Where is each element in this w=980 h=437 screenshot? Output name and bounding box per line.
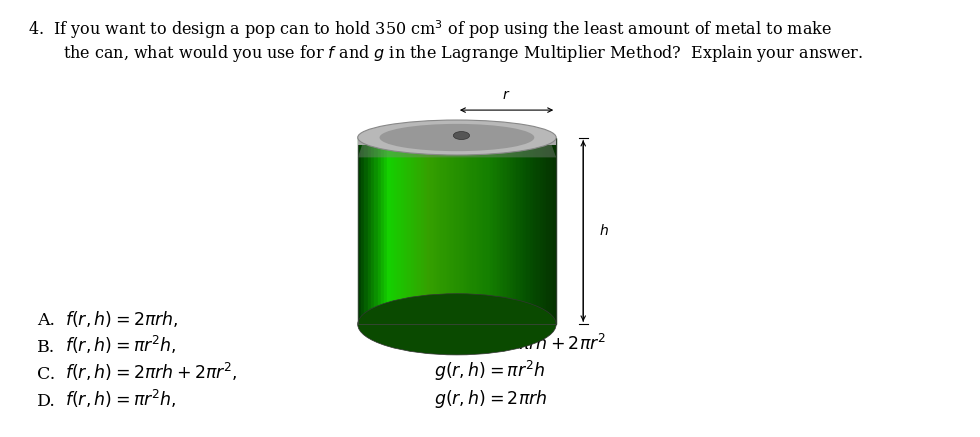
- Bar: [447, 138, 451, 324]
- Bar: [404, 138, 408, 324]
- Bar: [451, 138, 454, 324]
- Bar: [411, 138, 414, 324]
- Bar: [473, 138, 477, 324]
- Bar: [398, 138, 401, 324]
- Bar: [420, 138, 424, 324]
- Bar: [493, 138, 497, 324]
- Bar: [526, 138, 530, 324]
- Text: $f(r, h) = 2\pi rh + 2\pi r^2,$: $f(r, h) = 2\pi rh + 2\pi r^2,$: [65, 361, 237, 383]
- Text: $f(r, h) = \pi r^2h,$: $f(r, h) = \pi r^2h,$: [65, 334, 176, 356]
- Bar: [377, 138, 381, 324]
- Bar: [358, 138, 557, 146]
- Bar: [391, 138, 394, 324]
- Bar: [358, 138, 361, 324]
- Bar: [536, 138, 540, 324]
- Text: $g(r, h) = \pi r^2h$: $g(r, h) = \pi r^2h$: [434, 305, 546, 329]
- Bar: [374, 138, 377, 324]
- Ellipse shape: [379, 124, 534, 151]
- Bar: [507, 138, 510, 324]
- Ellipse shape: [358, 120, 557, 155]
- Bar: [466, 138, 470, 324]
- Text: B.: B.: [37, 339, 56, 356]
- Bar: [477, 138, 480, 324]
- Bar: [530, 138, 533, 324]
- Bar: [424, 138, 427, 324]
- Bar: [470, 138, 473, 324]
- Bar: [358, 138, 557, 324]
- Bar: [464, 138, 466, 324]
- Text: C.: C.: [37, 366, 56, 383]
- Text: $g(r, h) = \pi r^2h$: $g(r, h) = \pi r^2h$: [434, 359, 546, 383]
- Bar: [440, 138, 444, 324]
- Bar: [519, 138, 523, 324]
- Bar: [510, 138, 514, 324]
- Bar: [387, 138, 391, 324]
- Text: A.: A.: [37, 312, 56, 329]
- Text: $g(r, h) = 2\pi rh$: $g(r, h) = 2\pi rh$: [434, 388, 548, 410]
- Bar: [523, 138, 526, 324]
- Bar: [461, 138, 464, 324]
- Bar: [444, 138, 447, 324]
- Text: $h$: $h$: [600, 223, 610, 239]
- Bar: [543, 138, 546, 324]
- Bar: [368, 138, 371, 324]
- Bar: [480, 138, 483, 324]
- Bar: [504, 138, 507, 324]
- Text: the can, what would you use for $f$ and $g$ in the Lagrange Multiplier Method?  : the can, what would you use for $f$ and …: [63, 43, 862, 64]
- Polygon shape: [358, 138, 557, 157]
- Bar: [401, 138, 404, 324]
- Bar: [394, 138, 398, 324]
- Text: $r$: $r$: [503, 88, 511, 102]
- Bar: [408, 138, 411, 324]
- Bar: [497, 138, 500, 324]
- Ellipse shape: [358, 294, 557, 355]
- Bar: [371, 138, 374, 324]
- Bar: [533, 138, 536, 324]
- Bar: [540, 138, 543, 324]
- Text: $g(r, h) = 2\pi rh + 2\pi r^2$: $g(r, h) = 2\pi rh + 2\pi r^2$: [434, 332, 607, 356]
- Bar: [454, 138, 457, 324]
- Bar: [434, 138, 437, 324]
- Bar: [553, 138, 557, 324]
- Bar: [516, 138, 519, 324]
- Text: 4.  If you want to design a pop can to hold 350 cm$^3$ of pop using the least am: 4. If you want to design a pop can to ho…: [28, 18, 832, 41]
- Text: D.: D.: [37, 393, 56, 410]
- Bar: [384, 138, 387, 324]
- Bar: [365, 138, 368, 324]
- Bar: [427, 138, 430, 324]
- Bar: [483, 138, 487, 324]
- Text: $f(r, h) = \pi r^2h,$: $f(r, h) = \pi r^2h,$: [65, 388, 176, 410]
- Bar: [490, 138, 493, 324]
- Bar: [500, 138, 504, 324]
- Bar: [514, 138, 516, 324]
- Ellipse shape: [454, 132, 469, 139]
- Bar: [361, 138, 365, 324]
- Bar: [546, 138, 550, 324]
- Bar: [381, 138, 384, 324]
- Bar: [417, 138, 420, 324]
- Bar: [550, 138, 553, 324]
- Bar: [437, 138, 440, 324]
- Bar: [457, 138, 461, 324]
- Bar: [487, 138, 490, 324]
- Bar: [414, 138, 417, 324]
- Bar: [430, 138, 434, 324]
- Text: $f(r, h) = 2\pi rh,$: $f(r, h) = 2\pi rh,$: [65, 309, 178, 329]
